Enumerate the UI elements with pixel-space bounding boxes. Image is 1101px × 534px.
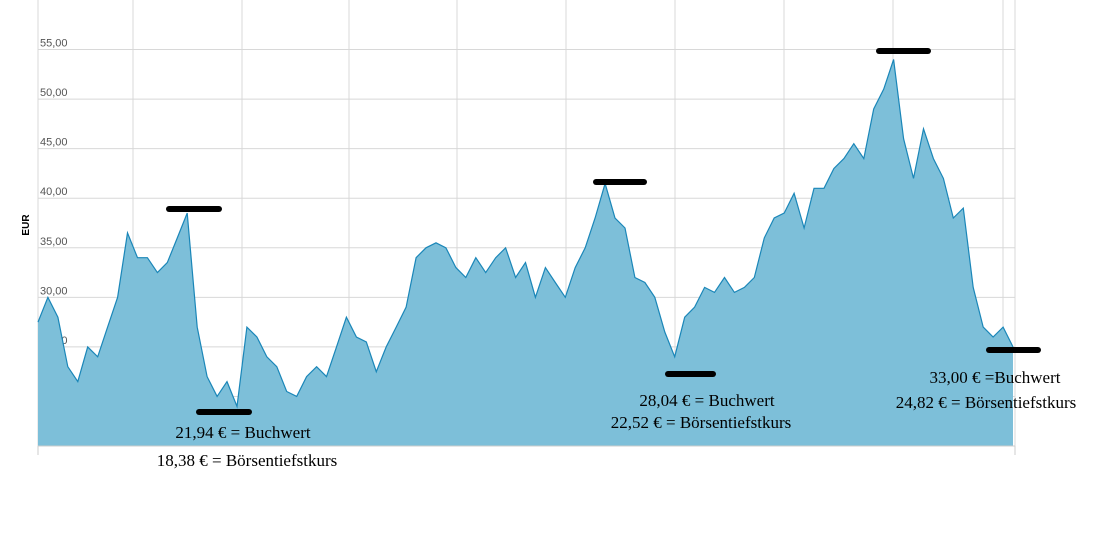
plot [37,59,1014,446]
y-tick-label: 35,00 [40,236,68,248]
markers [166,48,1041,415]
y-tick-label: 40,00 [40,186,68,198]
annotation: 18,38 € = Börsentiefstkurs [157,451,338,470]
annotation: 33,00 € =Buchwert [930,368,1061,387]
y-tick-label: 45,00 [40,137,68,149]
annotation: 28,04 € = Buchwert [639,391,774,410]
line [37,59,1014,409]
y-axis-label: EUR [21,214,32,236]
area [38,59,1013,446]
annotation: 24,82 € = Börsentiefstkurs [896,393,1077,412]
y-tick-label: 30,00 [40,285,68,297]
annotation: 21,94 € = Buchwert [175,423,310,442]
annotation: 22,52 € = Börsentiefstkurs [611,413,792,432]
y-tick-label: 55,00 [40,38,68,50]
y-tick-label: 50,00 [40,87,68,99]
